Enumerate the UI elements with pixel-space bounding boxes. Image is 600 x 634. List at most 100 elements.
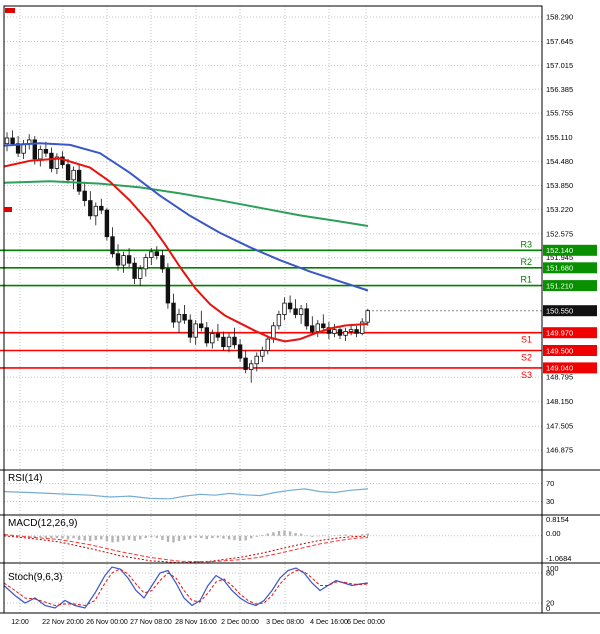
candle-body [315,323,320,332]
candle-body [10,137,15,145]
gridlines [4,6,542,613]
time-axis-label: 12:00 [11,619,29,626]
candle-body [104,209,110,238]
price-axis-label: 151.945 [546,253,573,262]
macd-axis-label: -1.0684 [546,554,571,563]
stoch-axis-label: 0 [546,604,550,613]
candle-body [271,325,276,340]
time-axis-label: 3 Dec 08:00 [266,619,304,626]
candle-body [99,205,104,211]
stoch-panel-label: Stoch(9,6,3) [8,572,63,583]
candle-body [237,344,243,359]
support-label-s1: S1 [521,335,532,345]
candle-body [49,152,54,169]
candle-body [221,336,226,348]
candle-body [171,302,176,323]
time-axis-label: 28 Nov 16:00 [175,619,217,626]
candle-body [187,319,193,338]
price-axis-label: 146.875 [546,446,573,455]
candle-body [354,329,359,334]
support-s3-badge [543,362,597,374]
time-axis-label: 27 Nov 08:00 [130,619,172,626]
candle-body [260,350,265,357]
candle-body [215,332,221,338]
moving-average-fast [3,157,369,343]
candle-body [137,268,143,279]
resistance-r2-badge-label: 151.680 [546,264,573,273]
candle-body [321,323,326,329]
candle-body [243,357,248,370]
candle-body [165,268,171,304]
candle-body [365,310,370,323]
candle-body [121,255,126,266]
support-label-s3: S3 [521,370,532,380]
stoch-k-line [3,566,369,609]
candle-body [309,325,315,332]
stoch-d-line [3,568,369,607]
candle-body [226,336,232,348]
pivot-level-lines [0,249,542,369]
candle-body [110,236,115,255]
resistance-label-r2: R2 [520,257,532,267]
rsi-line [3,488,369,500]
candle-body [154,251,159,257]
candle-body [160,255,165,270]
candle-body [176,313,182,323]
price-axis-label: 148.795 [546,373,573,382]
support-s1-badge [543,327,597,339]
macd-panel-label: MACD(12,26,9) [8,518,78,529]
candle-body [82,190,87,202]
time-axis-label: 6 Dec 00:00 [347,619,385,626]
candle-body [293,308,298,315]
price-axis-labels: 158.290 157.645 157.015 156.385 155.755 155.1… [546,13,573,455]
resistance-label-r3: R3 [520,239,532,249]
resistance-r3-badge [543,244,597,256]
candle-body [54,156,60,169]
candle-body [71,169,76,181]
price-axis-label: 154.480 [546,157,573,166]
candle-body [276,313,282,327]
support-s3-badge-label: 149.040 [546,364,573,373]
moving-average-mid [3,142,369,292]
resistance-label-r1: R1 [520,275,532,285]
price-axis-label: 153.220 [546,205,573,214]
candle-body [149,251,154,258]
stoch-axis-label: 20 [546,599,554,608]
time-axis-label: 26 Nov 00:00 [86,619,128,626]
rsi-axis-label: 30 [546,497,554,506]
candle-body [38,148,43,160]
candle-body [287,302,293,310]
candle-body [93,205,98,217]
time-axis-label: 22 Nov 20:00 [42,619,84,626]
macd-signal-line [3,534,369,563]
candle-body [248,363,254,370]
macd-histogram [5,530,369,543]
candle-body [65,164,71,181]
rsi-panel-label: RSI(14) [8,473,43,484]
candle-body [76,169,82,192]
current-price-badge-label: 150.550 [546,307,573,316]
candle-body [182,313,187,321]
rsi-axis-label: 70 [546,479,554,488]
candle-body [282,302,287,315]
candle-body [265,338,270,351]
red-marks [4,8,15,212]
resistance-r3-badge-label: 152.140 [546,246,573,255]
candle-body [254,355,259,365]
price-axis-label: 157.645 [546,37,573,46]
resistance-r2-badge [543,262,597,274]
price-axis-label: 152.575 [546,229,573,238]
candle-body [32,139,37,160]
red-mark [4,207,12,212]
time-axis-label: 2 Dec 00:00 [221,619,259,626]
candle-body [132,262,137,279]
candle-body [210,332,215,344]
price-axis-label: 148.150 [546,397,573,406]
price-axis-label: 158.290 [546,13,573,22]
time-axis-label: 4 Dec 16:00 [310,619,348,626]
macd-axis-label: 0.00 [546,529,561,538]
candle-body [304,308,309,327]
